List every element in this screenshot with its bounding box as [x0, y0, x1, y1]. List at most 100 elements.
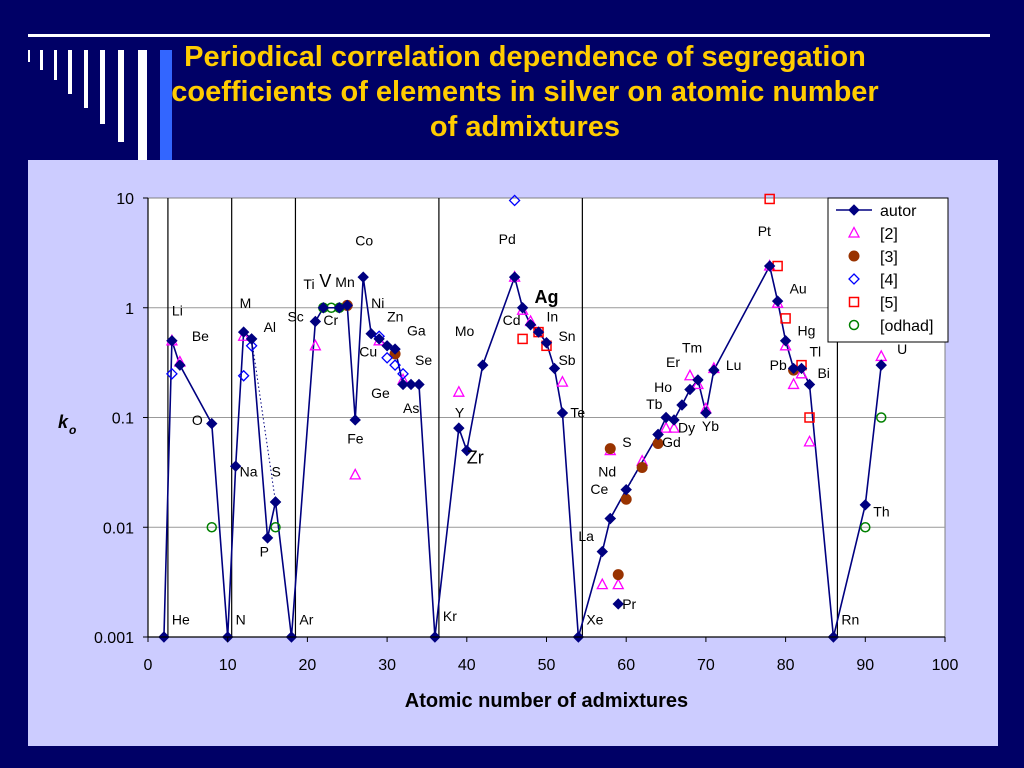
x-tick-label: 70	[697, 657, 715, 674]
data-point-3	[620, 493, 632, 505]
data-point-autor	[405, 378, 417, 391]
data-point-3	[636, 462, 648, 474]
element-label: Sc	[287, 308, 303, 324]
element-label: Na	[240, 464, 258, 480]
data-point-autor	[389, 343, 401, 355]
element-label: N	[236, 611, 246, 627]
data-point-autor	[763, 260, 776, 272]
legend-marker-4	[848, 273, 860, 285]
data-point-2	[659, 421, 673, 433]
legend-marker-3	[848, 250, 860, 262]
element-label: Ni	[371, 295, 384, 311]
element-label: O	[192, 412, 203, 428]
data-point-autor	[309, 315, 322, 328]
element-label: As	[403, 400, 419, 416]
legend-box	[827, 197, 949, 343]
data-point-autor	[548, 362, 561, 375]
legend-entry-odhad: [odhad]	[880, 318, 933, 335]
data-point-autor	[373, 333, 385, 345]
data-point-autor	[166, 335, 178, 347]
data-point-autor	[245, 333, 258, 345]
data-point-4	[508, 194, 521, 207]
data-point-autor	[357, 271, 369, 283]
data-point-4	[165, 367, 178, 380]
data-point-3	[612, 569, 624, 581]
data-point-2	[556, 375, 569, 387]
x-tick-label: 20	[299, 657, 317, 674]
element-label: Y	[455, 405, 465, 421]
data-point-autor	[771, 295, 784, 307]
data-point-autor	[317, 302, 330, 314]
legend-marker-autor	[848, 204, 860, 216]
slide-title: Periodical correlation dependence of seg…	[60, 40, 990, 145]
element-label: Al	[264, 319, 276, 335]
x-tick-label: 30	[378, 657, 396, 674]
data-point-autor	[237, 326, 250, 338]
element-label: Hg	[798, 322, 816, 338]
element-label: Be	[192, 328, 209, 344]
data-point-autor	[708, 364, 720, 376]
element-label: Cr	[323, 312, 338, 328]
legend: autor [2] [3] [4] [5] [odhad]	[827, 197, 949, 343]
slide-title-line-2: coefficients of elements in silver on at…	[171, 76, 879, 108]
x-axis-label: Atomic number of admixtures	[405, 690, 688, 712]
element-label: Cu	[359, 343, 377, 359]
data-point-autor	[397, 378, 409, 391]
group-separator-lines	[167, 198, 839, 637]
y-axis-label-subscript: o	[69, 423, 76, 437]
element-label: In	[547, 308, 559, 324]
data-point-autor	[477, 359, 489, 371]
x-tick-label: 60	[617, 657, 635, 674]
series-line-autor-dotted	[609, 434, 659, 519]
data-point-autor	[652, 428, 664, 441]
data-point-odhad	[860, 522, 871, 533]
data-point-4	[245, 339, 258, 352]
element-label: Sb	[558, 352, 575, 368]
data-point-5	[804, 412, 815, 423]
x-tick-label: 90	[856, 657, 874, 674]
element-label: Pd	[499, 231, 516, 247]
data-point-4	[237, 369, 250, 382]
data-point-autor	[365, 328, 377, 340]
element-label: Ho	[654, 379, 672, 395]
x-tick-label: 40	[458, 657, 476, 674]
data-point-3	[604, 443, 616, 455]
element-label: Mn	[335, 274, 354, 290]
data-point-autor	[508, 271, 521, 283]
element-label: Bi	[817, 365, 829, 381]
element-label: Gd	[662, 434, 681, 450]
series-line-autor	[163, 263, 883, 638]
data-point-autor	[684, 383, 696, 396]
element-label: Fe	[347, 430, 364, 446]
element-label: Pt	[758, 223, 771, 239]
data-point-autor	[787, 362, 800, 375]
element-label: Te	[570, 405, 585, 421]
y-tick-label: 0.1	[112, 411, 134, 428]
element-label: Zr	[467, 448, 484, 468]
data-point-2	[309, 338, 322, 351]
data-point-autor	[620, 483, 632, 496]
data-point-autor	[676, 399, 688, 411]
element-label: Nd	[598, 464, 616, 480]
data-point-autor	[261, 532, 274, 544]
element-label: Se	[415, 352, 432, 368]
legend-marker-odhad	[848, 319, 860, 331]
element-label: Sn	[558, 328, 575, 344]
data-point-2	[349, 467, 362, 480]
data-point-odhad	[206, 522, 218, 533]
y-tick-label: 0.001	[94, 630, 134, 647]
series-line-autor-dotted	[251, 338, 277, 503]
data-point-autor	[875, 359, 887, 371]
data-point-autor	[524, 319, 537, 331]
data-point-autor	[556, 407, 569, 419]
element-label: Mo	[455, 323, 475, 339]
x-tick-label: 0	[144, 657, 153, 674]
element-label: Th	[873, 504, 889, 520]
element-label: Cd	[503, 312, 521, 328]
element-label: Er	[666, 354, 680, 370]
x-tick-label: 100	[932, 657, 959, 674]
data-point-2	[667, 421, 681, 433]
legend-entry-autor: autor	[880, 203, 917, 220]
element-label: S	[272, 464, 281, 480]
